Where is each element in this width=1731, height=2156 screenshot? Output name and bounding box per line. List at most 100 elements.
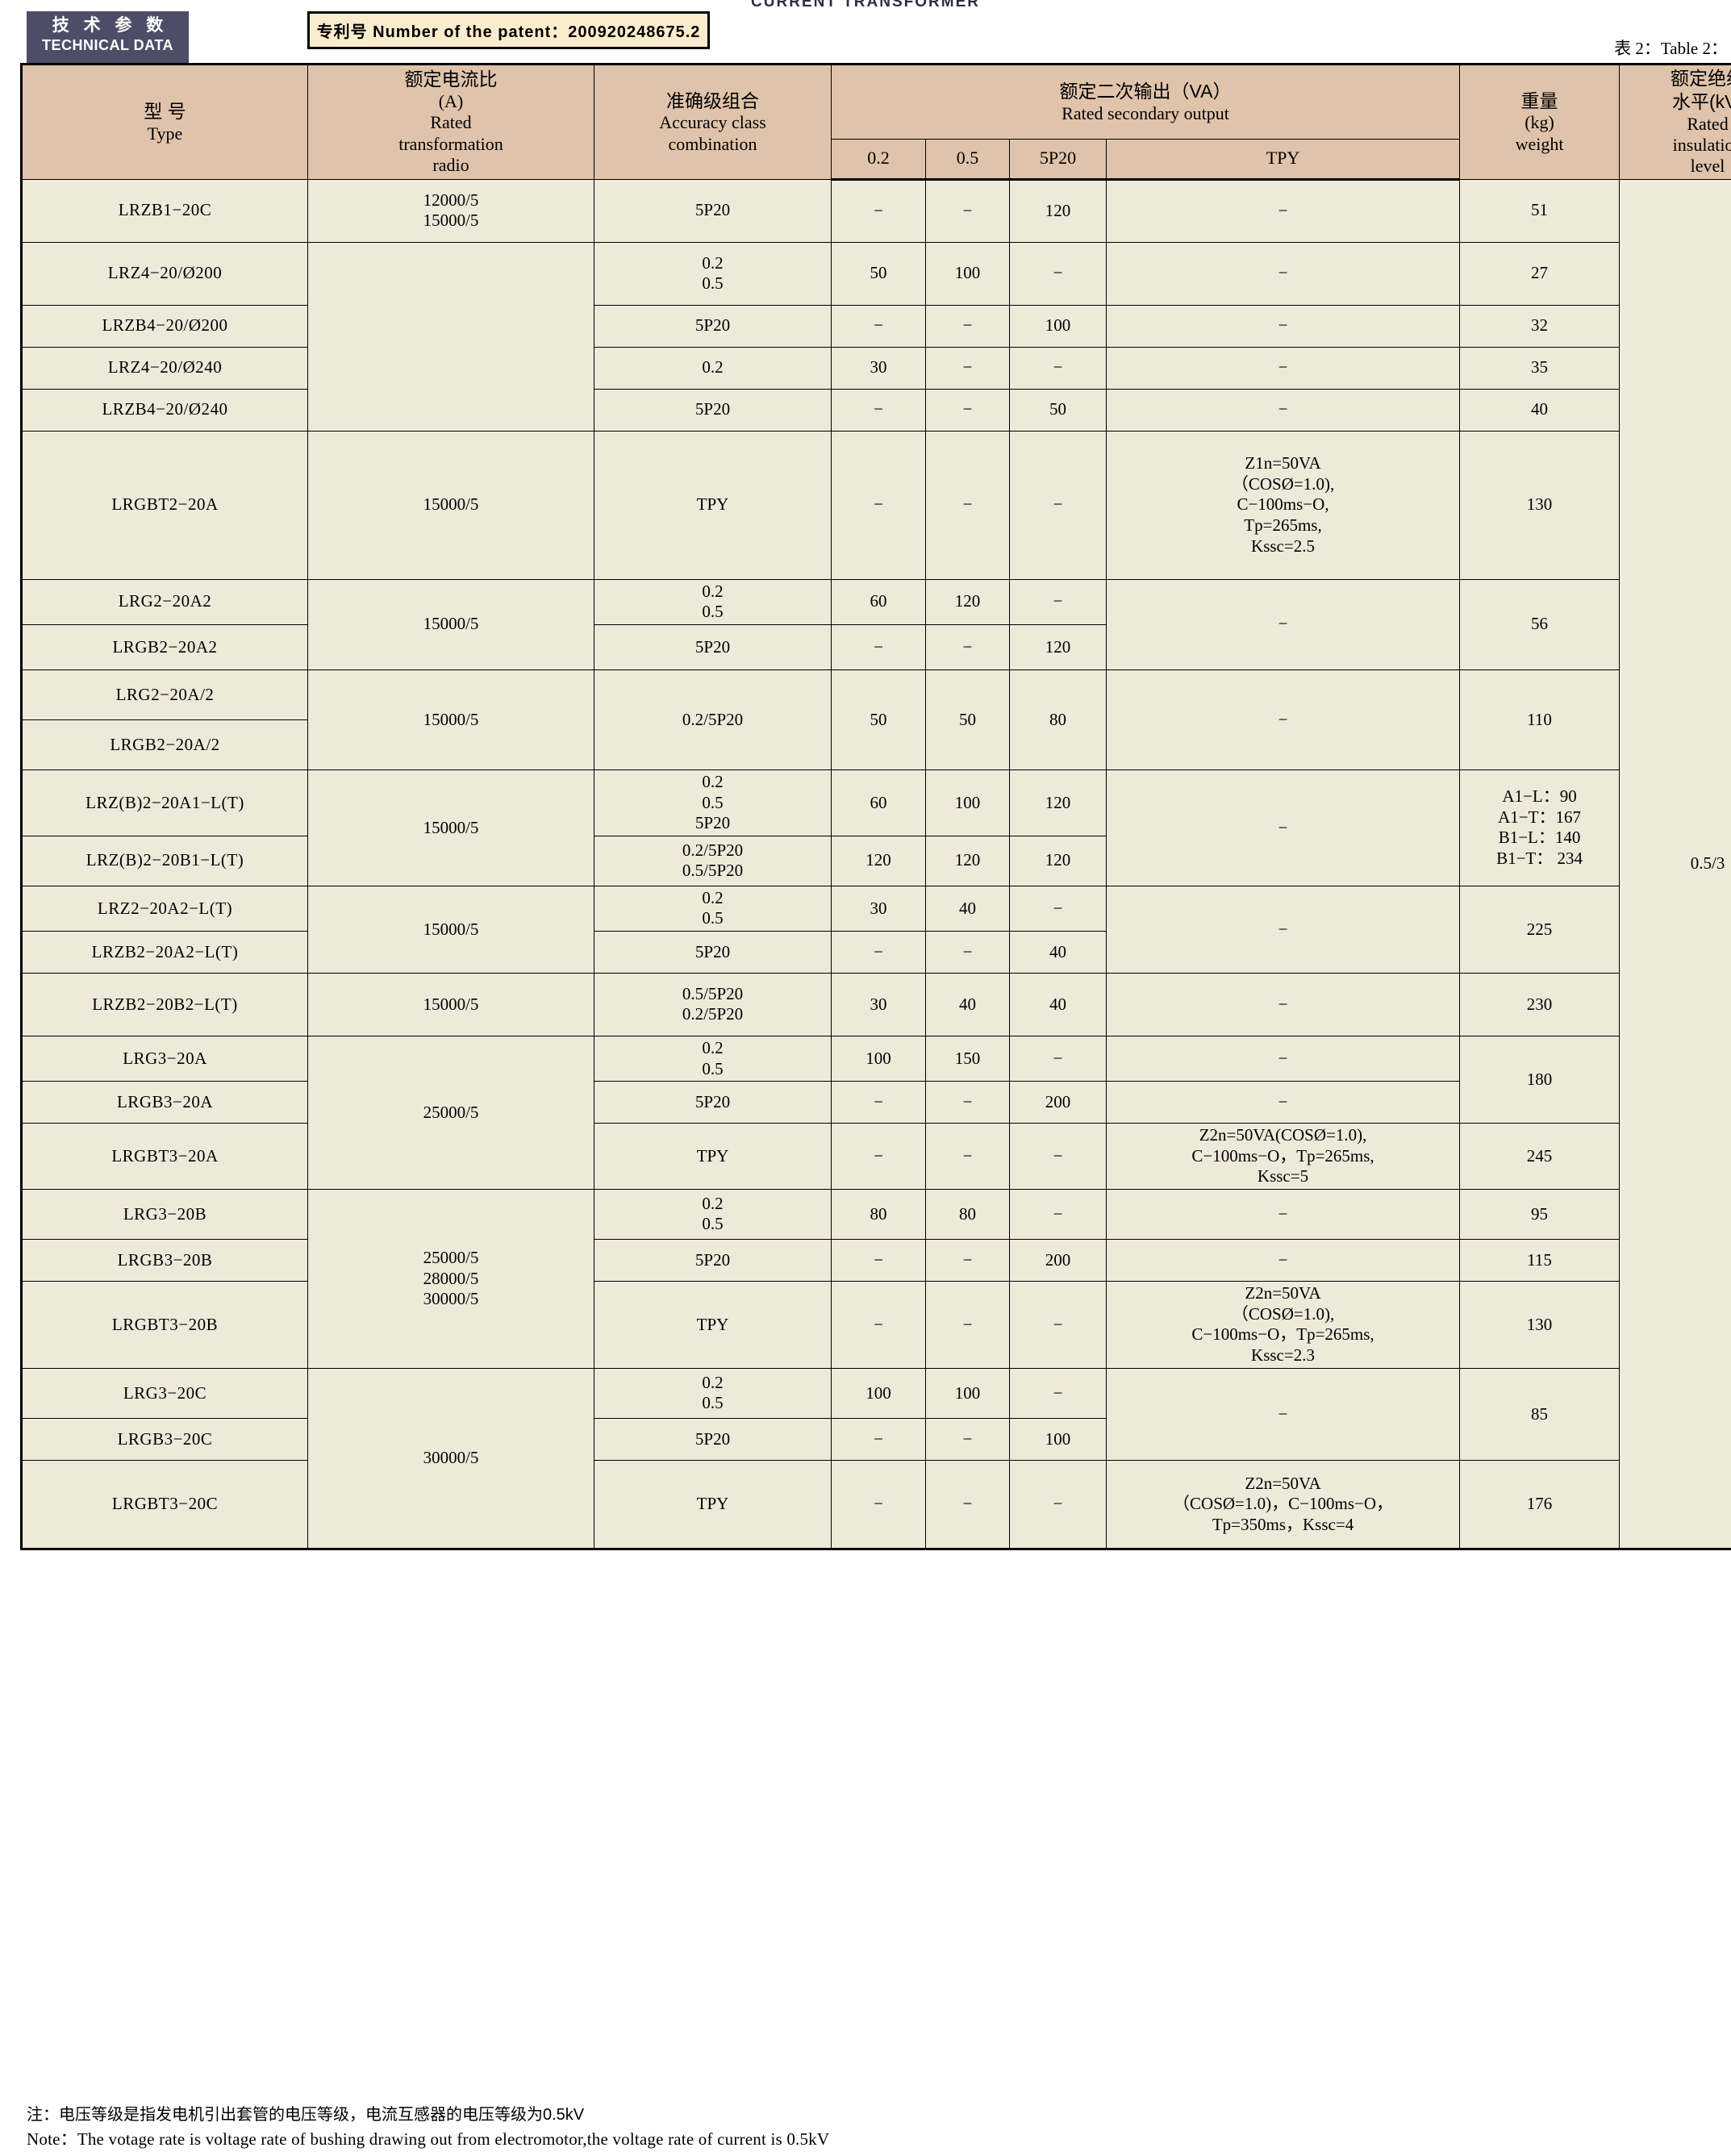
note-line-en: Note：The votage rate is voltage rate of … bbox=[27, 2129, 830, 2149]
cell-accuracy-class: 5P20 bbox=[594, 623, 832, 670]
cell-accuracy-class: 0.2 0.5 bbox=[594, 1367, 832, 1419]
cell-rated-ratio: 25000/5 28000/5 30000/5 bbox=[307, 1188, 594, 1369]
cell-output-5p20: − bbox=[1009, 1367, 1107, 1419]
header-sub-tpy: TPY bbox=[1105, 138, 1461, 181]
cell-weight: 225 bbox=[1459, 885, 1620, 974]
cell-type: LRZ(B)2−20B1−L(T) bbox=[21, 835, 308, 886]
cell-output-02: − bbox=[831, 623, 926, 670]
cell-output-02: − bbox=[831, 1123, 926, 1190]
cell-output-05: − bbox=[925, 178, 1010, 243]
cell-weight: 56 bbox=[1459, 578, 1620, 670]
header-rated-ratio: 额定电流比 (A) Rated transformation radio bbox=[307, 64, 594, 180]
cell-output-02: 80 bbox=[831, 1188, 926, 1240]
cell-type: LRGBT3−20B bbox=[21, 1280, 308, 1369]
cell-output-05: − bbox=[925, 1459, 1010, 1549]
cell-output-02: 50 bbox=[831, 241, 926, 306]
cell-output-02: − bbox=[831, 1081, 926, 1124]
cell-output-02: 50 bbox=[831, 669, 926, 770]
cell-output-02: − bbox=[831, 1280, 926, 1369]
cell-output-05: − bbox=[925, 1238, 1010, 1282]
table-caption: 表 2：Table 2： bbox=[1614, 39, 1728, 58]
cell-type: LRGBT3−20A bbox=[21, 1123, 308, 1190]
header-ins-cn1: 额定绝缘 bbox=[1671, 68, 1731, 89]
table-body: LRZB1−20C 12000/5 15000/5 5P20− −120−51 0.5/3… bbox=[21, 178, 1731, 1549]
cell-output-5p20: − bbox=[1009, 1188, 1107, 1240]
table-row: LRZ(B)2−20B1−L(T) 0.2/5P20 0.5/5P20 120 120 1… bbox=[21, 835, 1731, 886]
cell-rated-ratio: 15000/5 bbox=[307, 430, 594, 580]
cell-output-5p20: 200 bbox=[1009, 1081, 1107, 1124]
cell-output-05: 120 bbox=[925, 578, 1010, 625]
cell-accuracy-class: TPY bbox=[594, 1459, 832, 1549]
cell-accuracy-class: 5P20 bbox=[594, 178, 832, 243]
header-weight: 重量 (kg) weight bbox=[1459, 64, 1620, 180]
cell-type: LRGBT2−20A bbox=[21, 430, 308, 580]
table-row: LRZB4−20/Ø200 5P20− −100−32 bbox=[21, 304, 1731, 348]
cell-output-05: 100 bbox=[925, 769, 1010, 836]
cell-rated-ratio: 12000/5 15000/5 bbox=[307, 178, 594, 243]
cell-output-5p20: 200 bbox=[1009, 1238, 1107, 1282]
table-row: LRG3−20C 30000/5 0.2 0.5 100 100− −85 bbox=[21, 1367, 1731, 1549]
cell-output-5p20: 50 bbox=[1009, 388, 1107, 432]
cell-accuracy-class: 5P20 bbox=[594, 930, 832, 974]
cell-weight: 115 bbox=[1459, 1238, 1620, 1282]
cell-output-02: 60 bbox=[831, 578, 926, 625]
cell-output-02: − bbox=[831, 930, 926, 974]
cell-accuracy-class: 5P20 bbox=[594, 1238, 832, 1282]
cell-output-tpy: Z2n=50VA （COSØ=1.0)，C−100ms−O， Tp=350ms，Ks… bbox=[1105, 1459, 1461, 1549]
cell-weight: 130 bbox=[1459, 1280, 1620, 1369]
badge-label-en: TECHNICAL DATA bbox=[42, 37, 173, 53]
cell-output-tpy: − bbox=[1105, 304, 1461, 348]
badge-label-cn: 技 术 参 数 bbox=[52, 16, 169, 35]
cell-output-5p20: − bbox=[1009, 346, 1107, 390]
cell-rated-ratio: 30000/5 bbox=[307, 1367, 594, 1549]
cell-output-5p20: 120 bbox=[1009, 623, 1107, 670]
cell-output-05: − bbox=[925, 430, 1010, 580]
cell-output-02: 30 bbox=[831, 885, 926, 932]
cell-output-tpy: − bbox=[1105, 1367, 1461, 1461]
header-accuracy-class: 准确级组合 Accuracy class combination bbox=[594, 64, 832, 180]
header-ins-cn2: 水平(kV) bbox=[1671, 90, 1731, 112]
header-ins-en3: level bbox=[1690, 156, 1725, 177]
cell-output-tpy: Z2n=50VA(COSØ=1.0), C−100ms−O，Tp=265ms, Ks… bbox=[1105, 1123, 1461, 1190]
cell-output-02: 100 bbox=[831, 1035, 926, 1082]
cell-output-tpy: − bbox=[1105, 178, 1461, 243]
cell-weight: 180 bbox=[1459, 1035, 1620, 1124]
cell-weight: 51 bbox=[1459, 178, 1620, 243]
cell-output-tpy: − bbox=[1105, 769, 1461, 886]
table-row: LRGBT2−20A 15000/5 TPY − − − Z1n=50VA （COSØ=1.0… bbox=[21, 430, 1731, 580]
cell-output-5p20: − bbox=[1009, 578, 1107, 625]
table-row: LRG2−20A2 15000/5 0.2 0.5 60 120− −56 bbox=[21, 578, 1731, 670]
header-ratio-en3: radio bbox=[432, 155, 469, 176]
table-note: 注：电压等级是指发电机引出套管的电压等级，电流互感器的电压等级为0.5kV No… bbox=[27, 2104, 1712, 2151]
cell-type: LRGB3−20A bbox=[21, 1081, 308, 1124]
cell-weight: A1−L：90 A1−T：167 B1−L：140 B1−T： 234 bbox=[1459, 769, 1620, 886]
cell-output-05: − bbox=[925, 1280, 1010, 1369]
header-ins-en2: insulation bbox=[1672, 134, 1731, 155]
cell-output-02: − bbox=[831, 1459, 926, 1549]
cell-output-5p20: 40 bbox=[1009, 972, 1107, 1036]
cell-type: LRGB3−20B bbox=[21, 1238, 308, 1282]
technical-data-table: 型 号 Type 额定电流比 (A) Rated transformation … bbox=[20, 63, 1731, 1550]
cell-output-tpy: − bbox=[1105, 972, 1461, 1036]
cell-insulation-level: 0.5/3 bbox=[1619, 178, 1731, 1549]
cell-output-05: 150 bbox=[925, 1035, 1010, 1082]
table-row: LRZ4−20/Ø200 0.2 0.5 50 100− −27 bbox=[21, 241, 1731, 432]
table-row: LRG3−20B 25000/5 28000/5 30000/5 0.2 0.5 80 80−… bbox=[21, 1188, 1731, 1369]
table-row: LRZB1−20C 12000/5 15000/5 5P20− −120−51 0.5/3 bbox=[21, 178, 1731, 1549]
cell-type: LRZ2−20A2−L(T) bbox=[21, 885, 308, 932]
cell-accuracy-class: 0.2/5P20 0.5/5P20 bbox=[594, 835, 832, 886]
cell-weight: 85 bbox=[1459, 1367, 1620, 1461]
table-row: LRZ(B)2−20A1−L(T) 15000/5 0.2 0.5 5P20 60 100 1… bbox=[21, 769, 1731, 886]
cell-type: LRZ4−20/Ø240 bbox=[21, 346, 308, 390]
cell-output-05: − bbox=[925, 1123, 1010, 1190]
cell-output-5p20: 100 bbox=[1009, 304, 1107, 348]
cell-output-tpy: − bbox=[1105, 388, 1461, 432]
header-type: 型 号 Type bbox=[21, 64, 308, 180]
cell-type: LRZB4−20/Ø240 bbox=[21, 388, 308, 432]
cell-output-5p20: − bbox=[1009, 241, 1107, 306]
cell-output-05: 50 bbox=[925, 669, 1010, 770]
cell-output-05: 80 bbox=[925, 1188, 1010, 1240]
cell-accuracy-class: 5P20 bbox=[594, 388, 832, 432]
cell-rated-ratio: 15000/5 bbox=[307, 885, 594, 974]
cell-accuracy-class: 0.2 0.5 bbox=[594, 885, 832, 932]
